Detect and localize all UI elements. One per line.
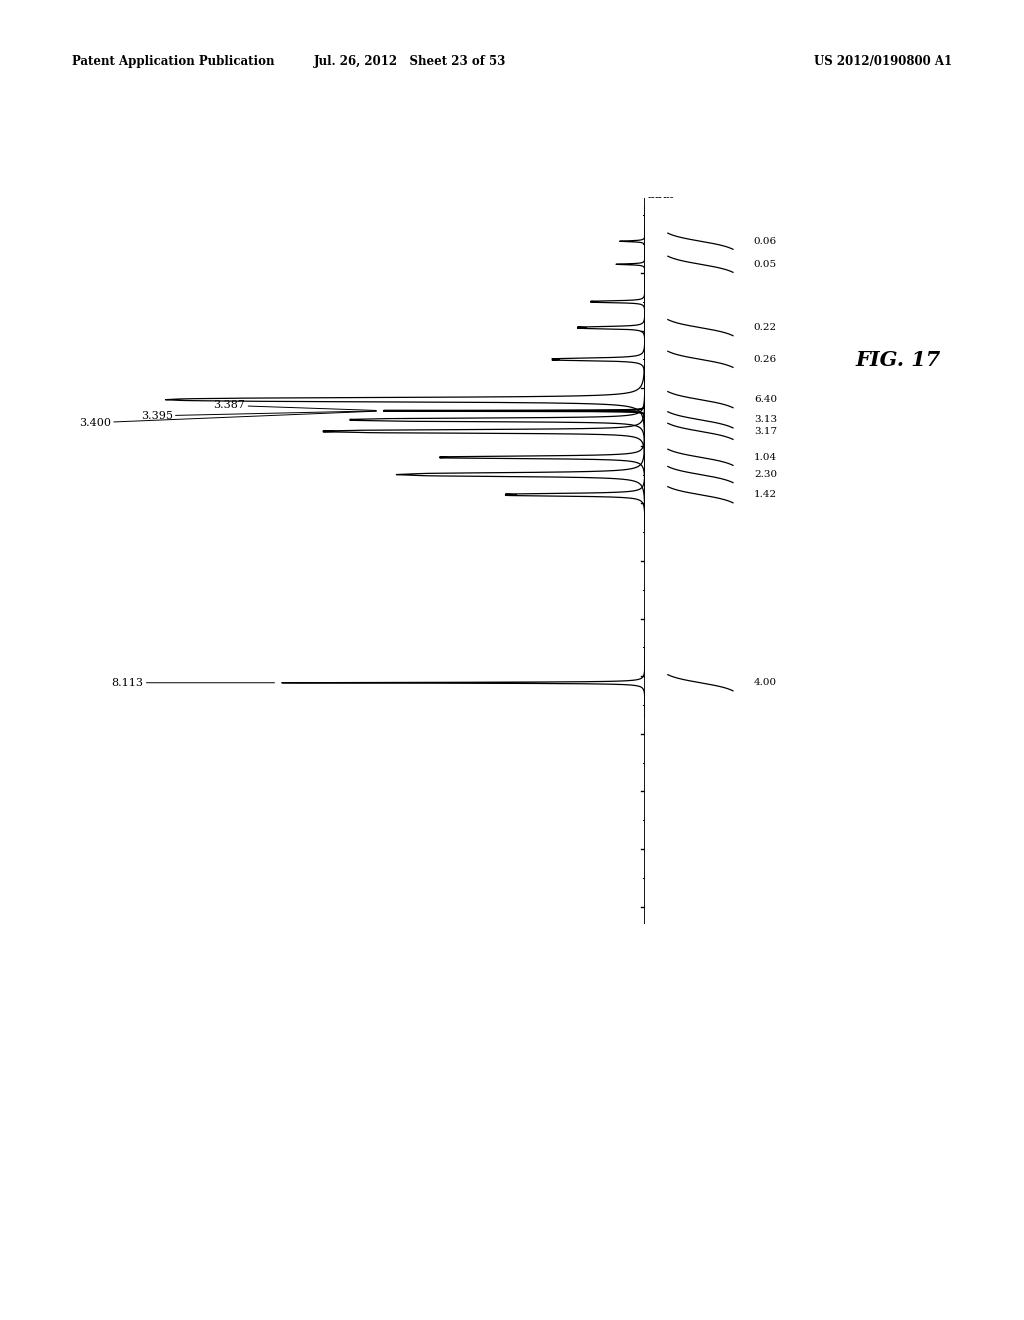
Text: FIG. 17: FIG. 17 (855, 350, 940, 370)
Text: Jul. 26, 2012   Sheet 23 of 53: Jul. 26, 2012 Sheet 23 of 53 (313, 55, 506, 69)
Text: Patent Application Publication: Patent Application Publication (72, 55, 274, 69)
Text: 2.30: 2.30 (754, 470, 777, 479)
Text: 5: 5 (648, 496, 656, 510)
Text: 7: 7 (648, 612, 656, 626)
Text: 0.05: 0.05 (754, 260, 777, 269)
Text: 6: 6 (648, 554, 656, 568)
Text: 3: 3 (648, 381, 656, 395)
Text: 11: 11 (648, 842, 664, 855)
Text: 0.22: 0.22 (754, 323, 777, 333)
Text: 3.13: 3.13 (754, 416, 777, 424)
Text: 3.400: 3.400 (79, 412, 376, 428)
Text: US 2012/0190800 A1: US 2012/0190800 A1 (814, 55, 952, 69)
Text: 0.06: 0.06 (754, 236, 777, 246)
Text: 6.40: 6.40 (754, 395, 777, 404)
Text: 1.04: 1.04 (754, 453, 777, 462)
Text: 10: 10 (648, 785, 664, 799)
Text: 4: 4 (648, 440, 656, 453)
Text: 3.387: 3.387 (214, 400, 376, 411)
Text: 4.00: 4.00 (754, 678, 777, 688)
Text: 8.113: 8.113 (112, 677, 274, 688)
Text: 2: 2 (648, 323, 656, 337)
Text: 12: 12 (648, 900, 664, 913)
Text: ppm: ppm (648, 194, 676, 207)
Text: 3.17: 3.17 (754, 426, 777, 436)
Text: 8: 8 (648, 669, 656, 682)
Text: 3.395: 3.395 (140, 411, 376, 421)
Text: 0.26: 0.26 (754, 355, 777, 364)
Text: 9: 9 (648, 727, 656, 741)
Text: 1: 1 (648, 267, 656, 280)
Text: 1.42: 1.42 (754, 490, 777, 499)
